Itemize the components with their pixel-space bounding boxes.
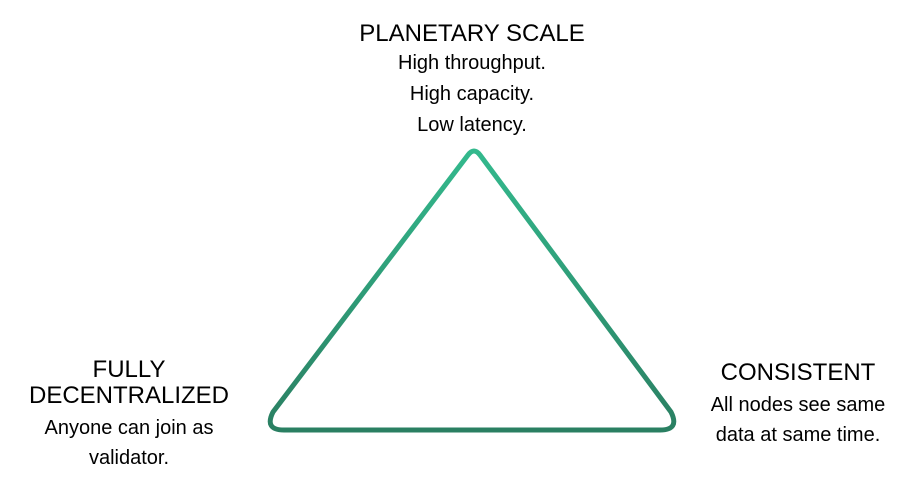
planetary-scale-heading: PLANETARY SCALE bbox=[312, 20, 632, 48]
fully-decentralized-label: FULLY DECENTRALIZED Anyone can join as v… bbox=[0, 357, 258, 473]
triangle-outline bbox=[270, 151, 674, 430]
low-latency-text: Low latency. bbox=[312, 110, 632, 141]
planetary-scale-label: PLANETARY SCALE High throughput. High ca… bbox=[312, 20, 632, 141]
consistent-heading: CONSISTENT bbox=[688, 358, 908, 388]
same-time-text: data at same time. bbox=[688, 420, 908, 450]
high-throughput-text: High throughput. bbox=[312, 48, 632, 79]
anyone-can-join-text: Anyone can join as bbox=[0, 413, 258, 443]
fully-heading-line: FULLY bbox=[0, 357, 258, 383]
consistent-label: CONSISTENT All nodes see same data at sa… bbox=[688, 358, 908, 450]
all-nodes-text: All nodes see same bbox=[688, 390, 908, 420]
decentralized-heading-line: DECENTRALIZED bbox=[0, 383, 258, 409]
validator-text: validator. bbox=[0, 443, 258, 473]
high-capacity-text: High capacity. bbox=[312, 79, 632, 110]
